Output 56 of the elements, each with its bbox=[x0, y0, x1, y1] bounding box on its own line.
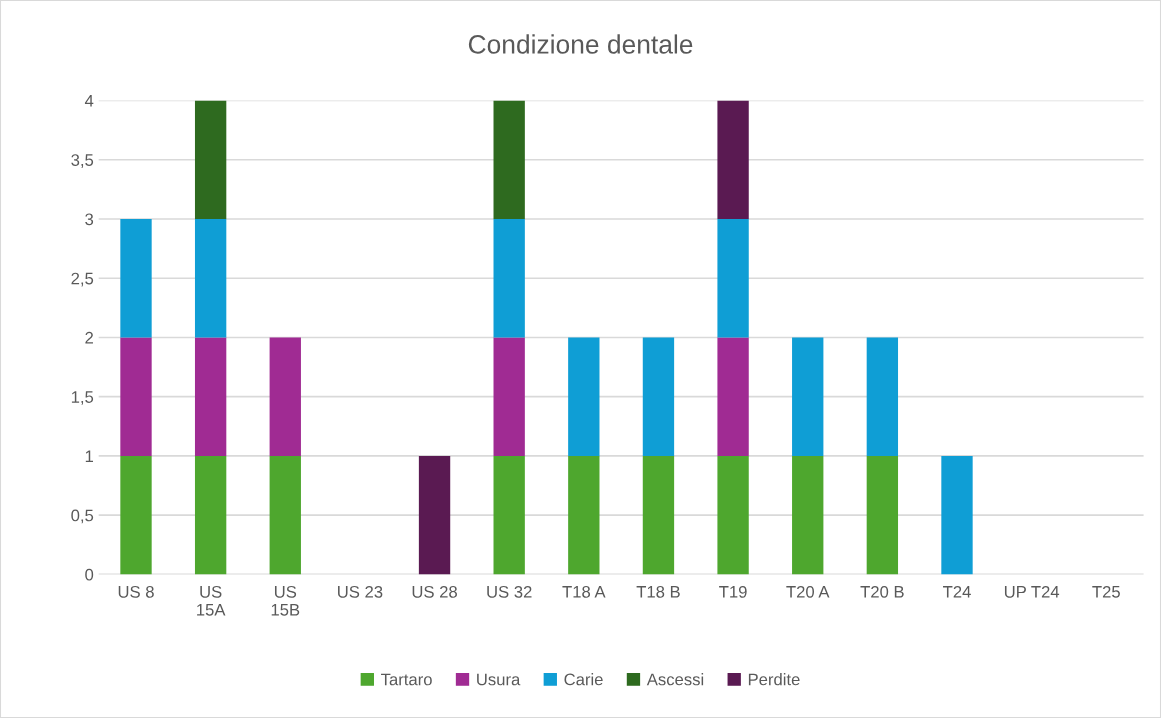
bar bbox=[120, 218, 152, 338]
y-tick-label: 3,5 bbox=[71, 154, 94, 168]
bar bbox=[120, 337, 152, 456]
y-tick-label: 0 bbox=[85, 568, 94, 581]
bar bbox=[493, 218, 525, 338]
bar bbox=[642, 455, 675, 575]
x-tick-label: US 23 bbox=[338, 585, 383, 598]
legend-label: Usura bbox=[477, 673, 521, 686]
y-tick-label: 1 bbox=[85, 450, 94, 462]
x-tick-label: T19 bbox=[719, 585, 747, 598]
bar bbox=[493, 337, 525, 456]
y-tick-label: 4 bbox=[84, 95, 94, 107]
bar bbox=[269, 337, 301, 456]
x-tick-label: T24 bbox=[943, 585, 971, 598]
x-tick-label: T18 A bbox=[562, 585, 606, 598]
bar bbox=[269, 455, 301, 575]
bar bbox=[120, 455, 152, 575]
y-tick-label: 3 bbox=[85, 213, 94, 226]
bar bbox=[493, 455, 525, 575]
bar bbox=[194, 337, 227, 456]
x-tick-label: T25 bbox=[1092, 585, 1120, 598]
x-tick-label: US 8 bbox=[118, 585, 154, 598]
bar bbox=[642, 337, 675, 456]
bar bbox=[717, 100, 749, 219]
bar bbox=[493, 100, 525, 219]
legend-label: Perdite bbox=[748, 673, 800, 686]
bar bbox=[866, 337, 899, 456]
y-tick-label: 2,5 bbox=[71, 272, 94, 287]
bar bbox=[717, 218, 749, 338]
bar bbox=[568, 455, 600, 575]
bar bbox=[792, 455, 824, 575]
x-tick-label: T20 A bbox=[786, 585, 830, 598]
bar bbox=[717, 337, 749, 456]
chart-title: Condizione dentale bbox=[468, 34, 693, 54]
x-tick-label: UP T24 bbox=[1004, 585, 1060, 598]
x-tick-label: US 15B bbox=[271, 585, 300, 616]
bar bbox=[792, 337, 824, 456]
x-tick-label: T20 B bbox=[860, 585, 904, 598]
y-tick-label: 0,5 bbox=[71, 509, 94, 524]
x-tick-label: US 15A bbox=[197, 585, 226, 616]
bar bbox=[941, 455, 973, 575]
bar bbox=[194, 100, 227, 219]
y-tick-label: 1,5 bbox=[71, 391, 94, 405]
bar bbox=[568, 337, 600, 456]
legend-label: Tartaro bbox=[381, 673, 432, 686]
y-tick-label: 2 bbox=[85, 331, 93, 344]
x-tick-label: T18 B bbox=[636, 585, 680, 598]
bar bbox=[194, 218, 227, 338]
bar bbox=[717, 455, 749, 575]
bar bbox=[194, 455, 227, 575]
x-tick-label: US 28 bbox=[412, 585, 457, 598]
x-tick-label: US 32 bbox=[487, 585, 532, 598]
legend-label: Ascessi bbox=[646, 673, 704, 686]
legend-label: Carie bbox=[564, 673, 603, 686]
bar bbox=[418, 455, 451, 575]
bar bbox=[866, 455, 899, 575]
